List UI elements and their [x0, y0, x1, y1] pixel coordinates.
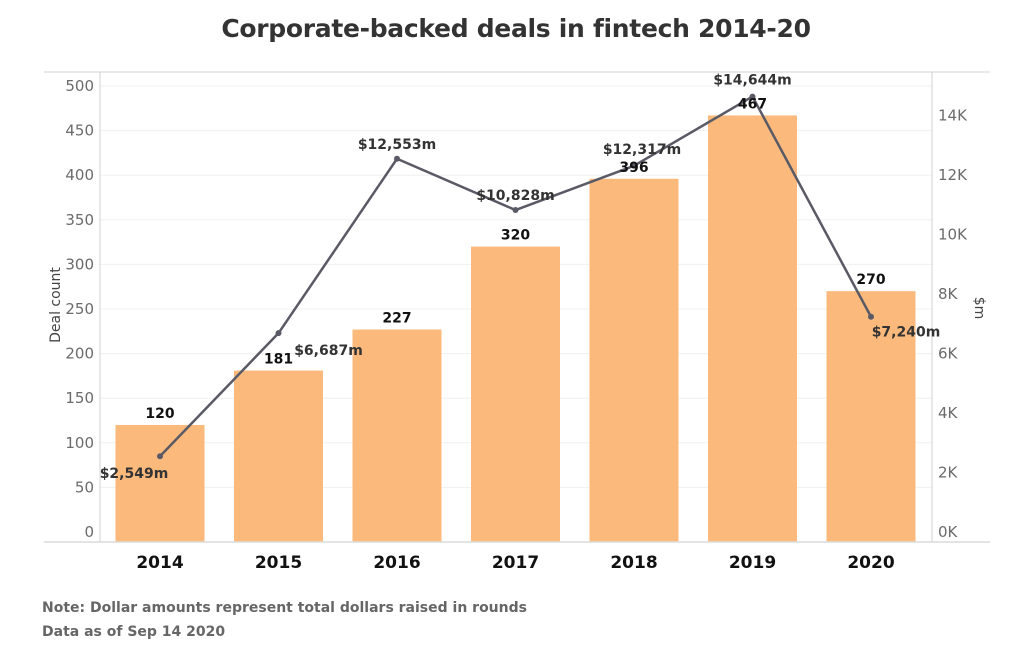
line-value-label: $2,549m: [100, 466, 169, 482]
line-value-label: $12,553m: [358, 137, 436, 153]
line-point-2016: [394, 155, 400, 162]
right-tick-label: 12K: [938, 166, 968, 184]
x-tick-label: 2018: [610, 553, 657, 573]
right-tick-label: 10K: [938, 226, 968, 244]
left-tick-label: 500: [65, 77, 94, 95]
bar-value-label: 270: [856, 272, 885, 288]
line-value-label: $12,317m: [603, 142, 681, 158]
line-point-2015: [275, 330, 282, 337]
left-tick-label: 250: [65, 300, 94, 318]
right-tick-label: 6K: [938, 345, 959, 363]
bar-2016: [352, 329, 442, 542]
axes: 0 50 100 150 200 250 300 350 400 450 500 0K 2K 4K 6K 8K…: [44, 72, 990, 573]
bar-value-label: 467: [738, 96, 767, 112]
right-tick-label: 4K: [938, 404, 959, 422]
left-tick-label: 50: [75, 478, 94, 496]
bar-value-label: 120: [145, 406, 174, 422]
line-point-2019: [749, 93, 756, 100]
bar-2020: [826, 291, 916, 542]
x-tick-label: 2015: [255, 553, 302, 573]
left-tick-label: 350: [65, 211, 94, 229]
bar-2017: [471, 246, 560, 542]
line-point-2020: [868, 313, 874, 320]
right-tick-label: 8K: [938, 285, 959, 303]
left-tick-label: 100: [65, 434, 94, 452]
left-tick-label: 450: [65, 122, 94, 140]
left-tick-label: 400: [65, 166, 94, 184]
left-axis-title: Deal count: [48, 267, 64, 343]
right-tick-label: 2K: [938, 464, 959, 482]
bar-2015: [234, 370, 323, 542]
line-point-2018: [631, 162, 637, 169]
bar-value-label: 320: [501, 228, 530, 244]
x-tick-label: 2016: [373, 553, 420, 573]
right-tick-label: 0K: [938, 523, 959, 541]
line-value-label: $7,240m: [872, 325, 941, 341]
x-tick-label: 2019: [729, 553, 776, 573]
bar-2014: [115, 424, 205, 542]
footnote-data-date: Data as of Sep 14 2020: [42, 624, 226, 640]
bar-2018: [589, 178, 679, 542]
line-point-2017: [512, 207, 519, 214]
left-tick-label: 0: [84, 523, 94, 541]
x-tick-label: 2017: [492, 553, 539, 573]
left-tick-label: 150: [65, 389, 94, 407]
bar-value-label: 396: [619, 160, 648, 176]
chart-title: Corporate-backed deals in fintech 2014-2…: [221, 14, 811, 43]
line-value-label: $10,828m: [476, 188, 554, 204]
line-value-label: $6,687m: [294, 343, 363, 359]
line-point-2014: [157, 453, 163, 460]
line-value-label: $14,644m: [713, 73, 791, 89]
footnote-dollar-amounts: Note: Dollar amounts represent total dol…: [42, 600, 527, 616]
right-tick-label: 14K: [938, 107, 968, 125]
bar-value-label: 181: [264, 352, 293, 368]
x-tick-label: 2014: [136, 553, 183, 573]
data-labels: 120 181 227 320 396 467 270 $2,549m $6,687m $12,5…: [100, 73, 941, 483]
left-tick-label: 300: [65, 255, 94, 273]
line-series: [157, 93, 874, 460]
left-tick-label: 200: [65, 345, 94, 363]
bar-series: [115, 115, 916, 542]
bar-2019: [708, 115, 797, 542]
x-tick-label: 2020: [847, 553, 894, 573]
right-axis-title: $m: [971, 297, 987, 320]
bar-value-label: 227: [382, 311, 411, 327]
